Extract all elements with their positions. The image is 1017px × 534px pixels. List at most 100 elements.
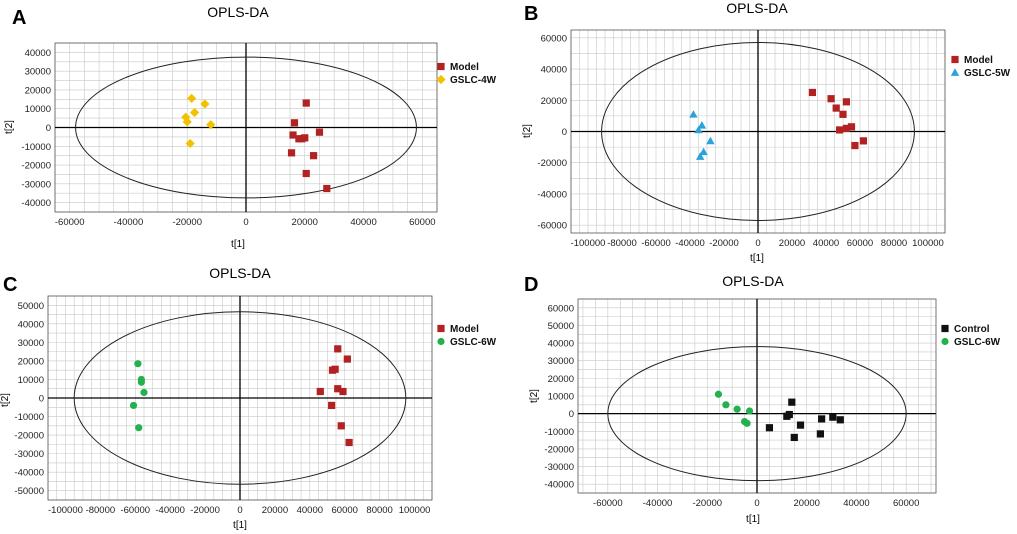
x-tick-label: -40000 <box>114 217 144 228</box>
data-point <box>851 141 859 150</box>
x-axis-label-c: t[1] <box>233 520 247 531</box>
y-tick-label: 50000 <box>18 301 44 312</box>
data-point <box>287 149 296 157</box>
confidence-ellipse-c <box>73 311 407 485</box>
x-tick-label: 0 <box>237 505 242 516</box>
data-point <box>788 398 796 406</box>
legend-label: Control <box>954 324 990 335</box>
data-point <box>343 355 351 363</box>
x-tick-label: 40000 <box>350 217 376 228</box>
y-tick-label: 40000 <box>25 48 51 59</box>
data-point <box>187 93 197 103</box>
y-tick-label: -60000 <box>537 221 567 232</box>
data-point <box>182 117 192 127</box>
x-tick-label: -40000 <box>155 505 185 516</box>
y-tick-label: 0 <box>39 394 44 405</box>
data-point <box>743 419 751 427</box>
y-axis-label-c: t[2] <box>0 393 11 407</box>
data-point <box>829 413 837 421</box>
y-tick-label: 10000 <box>18 375 44 386</box>
legend-label: GSLC-5W <box>964 68 1011 79</box>
data-point <box>790 433 798 442</box>
y-tick-label: -20000 <box>544 444 574 455</box>
data-point <box>289 131 297 139</box>
x-tick-label: -20000 <box>190 505 220 516</box>
data-point <box>200 99 210 109</box>
legend-marker <box>950 68 960 76</box>
data-point <box>832 104 840 112</box>
x-tick-label: 60000 <box>332 505 358 516</box>
legend-label: GSLC-4W <box>450 75 497 86</box>
data-point <box>345 438 353 447</box>
panel-c: C OPLS-DA -100000 -80000 -60000 -40000 -2000… <box>0 265 497 531</box>
y-tick-label: -20000 <box>21 161 51 172</box>
y-tick-label: -30000 <box>14 449 44 460</box>
y-tick-label: -10000 <box>21 142 51 153</box>
data-point <box>135 424 143 432</box>
data-point <box>185 138 195 149</box>
x-tick-label: -20000 <box>709 238 739 249</box>
y-tick-label: -30000 <box>544 462 574 473</box>
data-point <box>842 98 850 106</box>
x-axis-label-a: t[1] <box>231 239 245 250</box>
y-tick-label: 30000 <box>25 67 51 78</box>
y-axis-label-d: t[2] <box>529 389 540 403</box>
legend-marker <box>437 62 445 71</box>
legend-label: Model <box>964 55 993 66</box>
data-point <box>331 365 339 373</box>
series-control-d <box>765 398 844 442</box>
y-axis-label-a: t[2] <box>4 120 15 134</box>
y-tick-label: -20000 <box>537 158 567 169</box>
data-point <box>337 422 345 430</box>
x-tick-label: -100000 <box>571 238 606 249</box>
data-point <box>783 412 791 420</box>
x-tick-label: 80000 <box>881 238 907 249</box>
data-point <box>137 378 145 386</box>
legend-a: Model GSLC-4W <box>436 62 497 86</box>
x-tick-label: 20000 <box>262 505 288 516</box>
y-tick-label: -20000 <box>14 431 44 442</box>
y-tick-label: -10000 <box>544 427 574 438</box>
data-point <box>323 184 331 193</box>
y-tick-label: 60000 <box>548 303 574 314</box>
panel-label-d: D <box>524 274 538 296</box>
data-point <box>302 169 310 178</box>
legend-label: Model <box>450 62 479 73</box>
legend-label: GSLC-6W <box>954 337 1001 348</box>
data-point <box>694 125 703 134</box>
x-tick-label: 100000 <box>399 505 431 516</box>
data-point <box>339 387 347 396</box>
data-point <box>697 121 707 129</box>
x-tick-label: -20000 <box>172 217 202 228</box>
y-tick-label: 40000 <box>18 319 44 330</box>
series-model-a <box>287 99 331 193</box>
panel-d: D OPLS-DA -60000 -40000 -20000 0 20000 40000 6… <box>524 273 1001 525</box>
data-point <box>827 95 835 103</box>
y-tick-label: 30000 <box>548 356 574 367</box>
series-model-c <box>316 345 353 447</box>
data-point <box>733 405 741 413</box>
x-tick-label: -80000 <box>607 238 637 249</box>
panel-a: A OPLS-DA -60000 -40000 -20000 0 20000 40000 6… <box>4 4 497 250</box>
x-axis-label-d: t[1] <box>746 514 760 525</box>
data-point <box>808 88 816 97</box>
y-tick-label: -40000 <box>544 480 574 491</box>
series-gslc-6w-d <box>714 390 754 427</box>
y-axis-label-b: t[2] <box>522 124 533 138</box>
confidence-ellipse-a <box>75 56 417 199</box>
y-tick-label: 0 <box>569 409 574 420</box>
x-tick-label: 60000 <box>847 238 873 249</box>
x-tick-label: 60000 <box>893 498 919 509</box>
confidence-ellipse-b <box>601 41 915 222</box>
chart-title-b: OPLS-DA <box>726 0 788 16</box>
data-point <box>328 401 336 410</box>
y-tick-label: -50000 <box>14 486 44 497</box>
x-tick-label: 0 <box>243 217 248 228</box>
legend-marker <box>941 337 949 346</box>
x-tick-label: 40000 <box>813 238 839 249</box>
x-tick-label: 40000 <box>843 498 869 509</box>
y-tick-label: 50000 <box>548 321 574 332</box>
legend-label: Model <box>450 324 479 335</box>
x-tick-label: 20000 <box>779 238 805 249</box>
data-point <box>298 135 306 143</box>
